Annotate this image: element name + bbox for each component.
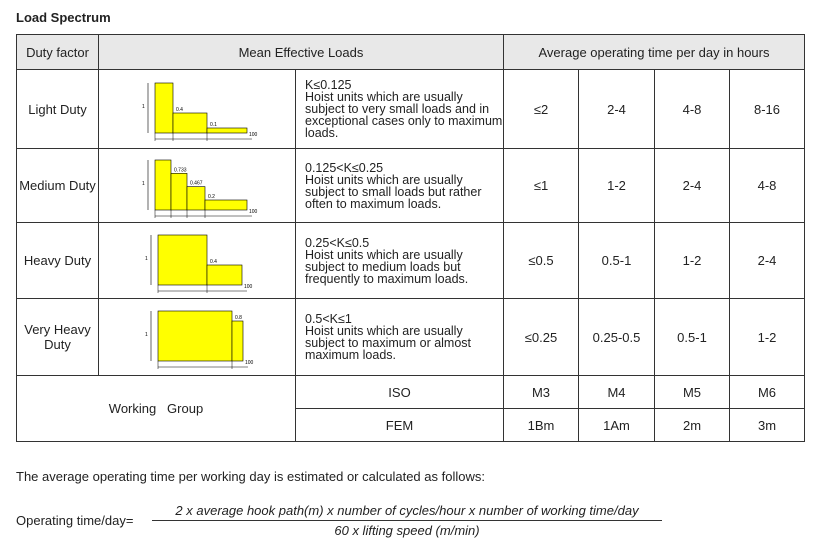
class-cell: M6 bbox=[729, 375, 805, 409]
description-cell: K≤0.125 Hoist units which are usually sub… bbox=[295, 69, 504, 149]
group-row: Working Group ISO M3 M4 M5 M6 bbox=[16, 375, 805, 442]
axis-label: 1 bbox=[142, 104, 145, 110]
description: Hoist units which are usually subject to… bbox=[305, 324, 472, 362]
formula-label: Operating time/day= bbox=[16, 513, 134, 528]
load-step bbox=[231, 320, 243, 362]
end-label: 100 bbox=[249, 132, 258, 138]
time-cell: 4-8 bbox=[654, 69, 730, 149]
load-step bbox=[157, 234, 207, 285]
fraction-line bbox=[152, 520, 662, 521]
time-cell: 1-2 bbox=[729, 298, 805, 376]
class-cell: 1Am bbox=[578, 408, 655, 442]
header-cell: Duty factor bbox=[16, 34, 99, 70]
time-cell: 0.5-1 bbox=[578, 222, 655, 299]
load-step bbox=[206, 127, 247, 134]
axis-label: 1 bbox=[145, 256, 148, 262]
end-label: 100 bbox=[249, 209, 258, 215]
time-cell: 1-2 bbox=[654, 222, 730, 299]
step-label: 0.8 bbox=[235, 315, 242, 321]
load-step bbox=[186, 185, 205, 210]
description-cell: 0.25<K≤0.5 Hoist units which are usually … bbox=[295, 222, 504, 299]
note: The average operating time per working d… bbox=[16, 469, 485, 484]
condition: 0.125<K≤0.25 bbox=[305, 160, 384, 175]
class-cell: 3m bbox=[729, 408, 805, 442]
time-cell: ≤0.25 bbox=[503, 298, 579, 376]
load-step bbox=[204, 199, 247, 210]
time-cell: 2-4 bbox=[729, 222, 805, 299]
step-label: 0.467 bbox=[190, 180, 203, 186]
working-group-cell: Working Group bbox=[16, 375, 296, 442]
load-diagram: 1 0.8 100 bbox=[145, 310, 254, 369]
duty-cell: Very Heavy Duty bbox=[16, 298, 99, 376]
end-label: 100 bbox=[244, 284, 253, 290]
description: Hoist units which are usually subject to… bbox=[305, 90, 503, 140]
time-cell: 8-16 bbox=[729, 69, 805, 149]
description: Hoist units which are usually subject to… bbox=[305, 247, 469, 286]
formula-denominator: 60 x lifting speed (m/min) bbox=[334, 523, 480, 538]
load-step bbox=[170, 172, 187, 210]
condition: 0.25<K≤0.5 bbox=[305, 235, 370, 250]
end-label: 100 bbox=[245, 360, 254, 366]
header-cell: Mean Effective Loads bbox=[98, 34, 504, 70]
duty-row: Light Duty 1 0.4 0.1 100 K≤0.125 Hoist units w… bbox=[16, 69, 805, 149]
load-step bbox=[154, 82, 173, 134]
duty-row: Very Heavy Duty 1 0.8 100 0.5<K≤1 Hoist units… bbox=[16, 298, 805, 376]
step-label: 0.2 bbox=[208, 194, 215, 200]
time-cell: 4-8 bbox=[729, 148, 805, 223]
axis-label: 1 bbox=[142, 181, 145, 187]
time-cell: ≤2 bbox=[503, 69, 579, 149]
class-cell: 1Bm bbox=[503, 408, 579, 442]
diagram-cell: 1 0.4 0.1 100 bbox=[98, 69, 296, 149]
load-diagram: 1 0.4 100 bbox=[145, 234, 253, 293]
load-diagram: 1 0.4 0.1 100 bbox=[142, 82, 258, 141]
load-step bbox=[157, 310, 232, 362]
load-step bbox=[172, 112, 207, 134]
condition: K≤0.125 bbox=[305, 78, 352, 92]
step-label: 0.4 bbox=[210, 259, 217, 265]
header-cell: Average operating time per day in hours bbox=[503, 34, 805, 70]
duty-row: Medium Duty 1 0.733 0.467 0.2 100 0.125<K≤0.25… bbox=[16, 148, 805, 223]
group-row: FEM 1Bm 1Am 2m 3m bbox=[17, 408, 805, 442]
class-cell: M3 bbox=[503, 375, 579, 409]
step-label: 0.733 bbox=[174, 167, 187, 173]
load-step bbox=[206, 264, 242, 285]
class-cell: M4 bbox=[578, 375, 655, 409]
time-cell: 2-4 bbox=[654, 148, 730, 223]
time-cell: ≤0.5 bbox=[503, 222, 579, 299]
header-row: Duty factor Mean Effective Loads Average… bbox=[16, 34, 805, 70]
time-cell: 0.25-0.5 bbox=[578, 298, 655, 376]
description: Hoist units which are usually subject to… bbox=[305, 172, 482, 211]
diagram-cell: 1 0.4 100 bbox=[98, 222, 296, 299]
condition: 0.5<K≤1 bbox=[305, 312, 352, 326]
title: Load Spectrum bbox=[16, 10, 111, 25]
load-table: Duty factor Mean Effective Loads Average… bbox=[16, 34, 805, 442]
step-label: 0.4 bbox=[176, 107, 183, 113]
time-cell: ≤1 bbox=[503, 148, 579, 223]
load-diagram: 1 0.733 0.467 0.2 100 bbox=[142, 159, 258, 218]
diagram-cell: 1 0.733 0.467 0.2 100 bbox=[98, 148, 296, 223]
duty-cell: Light Duty bbox=[16, 69, 99, 149]
class-cell: M5 bbox=[654, 375, 730, 409]
formula-numerator: 2 x average hook path(m) x number of cyc… bbox=[175, 503, 639, 518]
standard-cell: FEM bbox=[295, 408, 504, 442]
diagram-cell: 1 0.8 100 bbox=[98, 298, 296, 376]
time-cell: 1-2 bbox=[578, 148, 655, 223]
description-cell: 0.125<K≤0.25 Hoist units which are usuall… bbox=[295, 148, 504, 223]
duty-cell: Medium Duty bbox=[16, 148, 99, 223]
step-label: 0.1 bbox=[210, 122, 217, 128]
table-body: Duty factor Mean Effective Loads Average… bbox=[16, 34, 805, 442]
standard-cell: ISO bbox=[295, 375, 504, 409]
duty-row: Heavy Duty 1 0.4 100 0.25<K≤0.5 Hoist units w… bbox=[16, 222, 805, 299]
load-step bbox=[154, 159, 171, 210]
class-cell: 2m bbox=[654, 408, 730, 442]
axis-label: 1 bbox=[145, 332, 148, 338]
time-cell: 0.5-1 bbox=[654, 298, 730, 376]
time-cell: 2-4 bbox=[578, 69, 655, 149]
description-cell: 0.5<K≤1 Hoist units which are usually sub… bbox=[295, 298, 504, 376]
duty-cell: Heavy Duty bbox=[16, 222, 99, 299]
